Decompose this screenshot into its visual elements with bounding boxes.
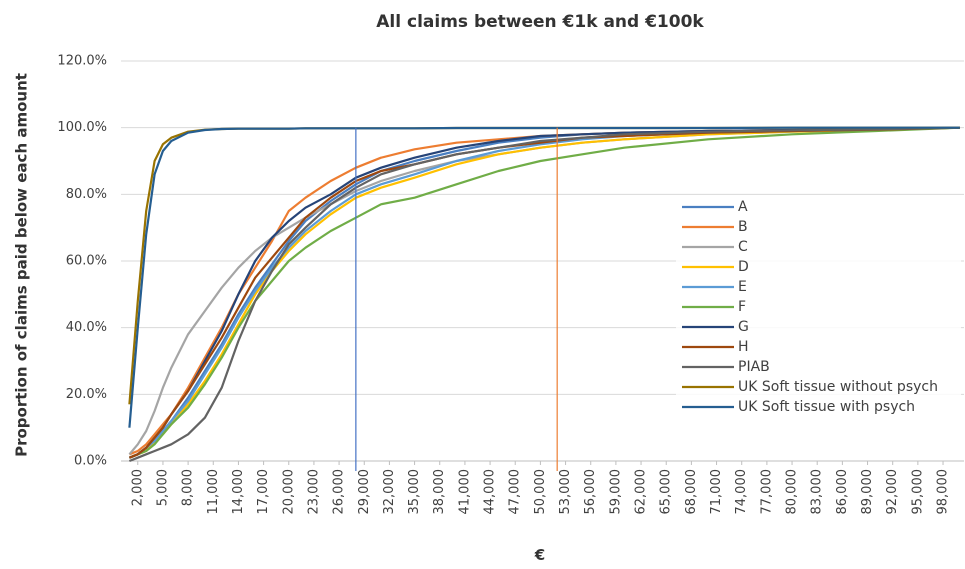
- x-tick-label: 83,000: [810, 469, 825, 515]
- x-tick-label: 14,000: [231, 469, 246, 515]
- x-tick-label: 44,000: [483, 469, 498, 515]
- series-line: [128, 126, 960, 463]
- x-tick-label: 32,000: [382, 469, 397, 515]
- legend-label: G: [738, 319, 749, 335]
- y-tick-label: 40.0%: [66, 320, 107, 335]
- x-tick-label: 53,000: [558, 469, 573, 515]
- x-tick-label: 41,000: [457, 469, 472, 515]
- x-tick-label: 2,000: [130, 469, 145, 506]
- x-tick-label: 23,000: [306, 469, 321, 515]
- legend-label: H: [738, 339, 749, 355]
- y-tick-label: 0.0%: [74, 454, 107, 469]
- legend-label: E: [738, 279, 747, 295]
- x-tick-label: 29,000: [357, 469, 372, 515]
- series-line: [128, 126, 960, 459]
- x-tick-label: 71,000: [709, 469, 724, 515]
- x-tick-label: 11,000: [206, 469, 221, 515]
- x-tick-label: 8,000: [181, 469, 196, 506]
- y-tick-label: 20.0%: [66, 387, 107, 402]
- legend-label: C: [738, 239, 748, 255]
- x-tick-label: 77,000: [759, 469, 774, 515]
- legend-label: F: [738, 299, 746, 315]
- x-tick-label: 59,000: [608, 469, 623, 515]
- x-tick-label: 62,000: [634, 469, 649, 515]
- x-tick-label: 80,000: [785, 469, 800, 515]
- x-tick-label: 92,000: [885, 469, 900, 515]
- legend-label: A: [738, 199, 748, 215]
- y-tick-label: 80.0%: [66, 187, 107, 202]
- y-tick-label: 120.0%: [57, 54, 107, 69]
- legend-label: D: [738, 259, 749, 275]
- legend-label: B: [738, 219, 748, 235]
- x-tick-label: 5,000: [155, 469, 170, 506]
- x-tick-label: 56,000: [583, 469, 598, 515]
- series-line: [128, 126, 960, 428]
- x-tick-label: 65,000: [659, 469, 674, 515]
- x-tick-label: 50,000: [533, 469, 548, 515]
- legend-label: PIAB: [738, 359, 770, 375]
- y-tick-label: 100.0%: [57, 120, 107, 135]
- x-tick-label: 38,000: [432, 469, 447, 515]
- x-tick-label: 68,000: [684, 469, 699, 515]
- chart-title: All claims between €1k and €100k: [376, 12, 704, 32]
- x-tick-label: 74,000: [734, 469, 749, 515]
- legend-label: UK Soft tissue with psych: [738, 399, 915, 415]
- x-tick-label: 20,000: [281, 469, 296, 515]
- x-tick-label: 47,000: [508, 469, 523, 515]
- x-tick-label: 26,000: [332, 469, 347, 515]
- series-line: [128, 126, 960, 459]
- x-tick-label: 35,000: [407, 469, 422, 515]
- x-tick-label: 17,000: [256, 469, 271, 515]
- y-axis-title: Proportion of claims paid below each amo…: [13, 73, 31, 457]
- x-axis-title: €: [534, 546, 545, 564]
- x-tick-label: 86,000: [835, 469, 850, 515]
- x-tick-label: 89,000: [860, 469, 875, 515]
- y-tick-label: 60.0%: [66, 254, 107, 269]
- legend-label: UK Soft tissue without psych: [738, 379, 938, 395]
- x-tick-label: 98,000: [936, 469, 951, 515]
- x-tick-label: 95,000: [910, 469, 925, 515]
